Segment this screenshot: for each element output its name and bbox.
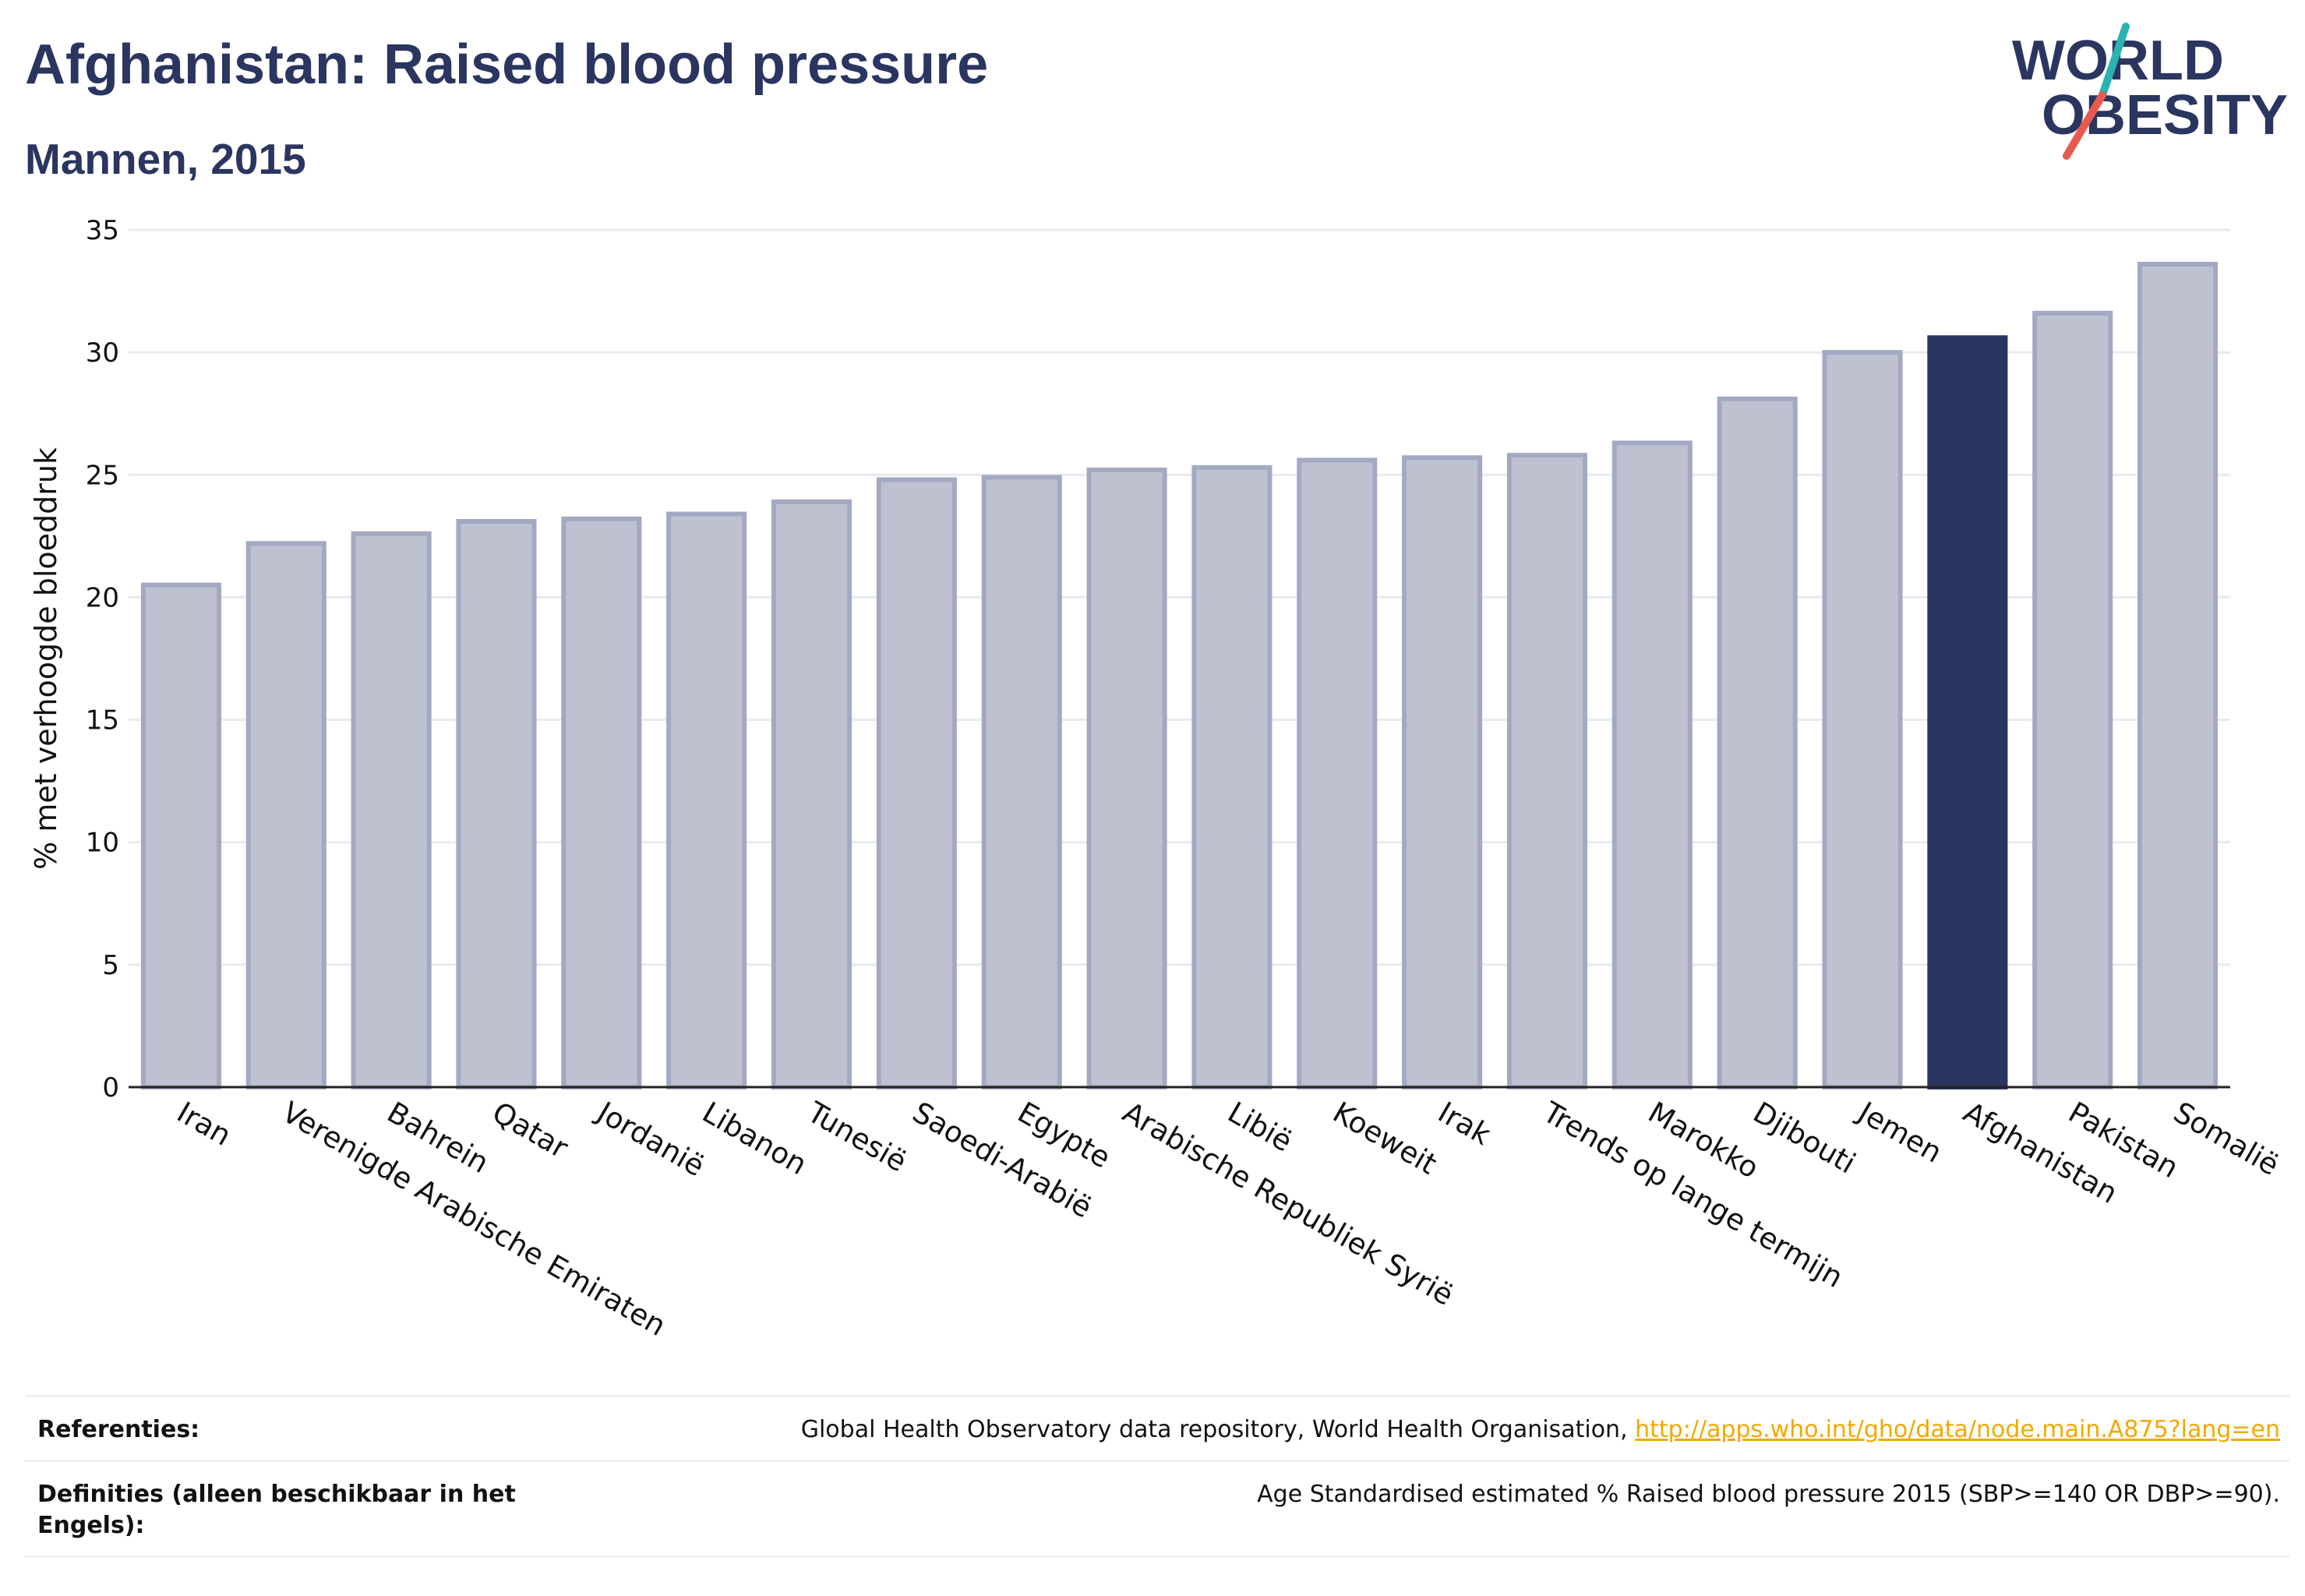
x-tick-label: Jordanië	[591, 1095, 711, 1184]
bar	[981, 475, 1062, 1089]
y-tick-label: 5	[102, 950, 119, 981]
bar	[456, 519, 537, 1089]
bar	[876, 477, 957, 1089]
bar	[771, 499, 852, 1089]
page-title: Afghanistan: Raised blood pressure	[25, 34, 989, 96]
y-tick-label: 0	[102, 1072, 119, 1103]
gridlines	[129, 228, 2230, 966]
bar	[1191, 464, 1273, 1089]
y-tick-label: 25	[86, 460, 119, 491]
definitions-row: Definities (alleen beschikbaar in het En…	[25, 1460, 2289, 1558]
bar	[245, 541, 327, 1089]
bar	[561, 516, 642, 1089]
x-tick-label: Qatar	[486, 1096, 574, 1166]
x-tick-label: Irak	[1432, 1096, 1497, 1153]
references-text: Global Health Observatory data repositor…	[800, 1416, 1636, 1443]
x-tick-label: Jemen	[1851, 1095, 1948, 1170]
definitions-label: Definities (alleen beschikbaar in het En…	[37, 1481, 516, 1539]
x-tick-label: Libië	[1222, 1096, 1297, 1159]
logo-slash-bottom	[2063, 91, 2106, 160]
bar	[1086, 468, 1167, 1089]
x-tick-label: Koeweit	[1327, 1096, 1442, 1181]
bar	[2137, 262, 2219, 1089]
bar	[1297, 457, 1378, 1089]
x-tick-label: Saoedi-Arabië	[907, 1096, 1098, 1225]
references-label: Referenties:	[37, 1416, 200, 1443]
bar	[2032, 310, 2113, 1090]
x-tick-label: Iran	[171, 1096, 237, 1153]
y-tick-label: 10	[86, 828, 119, 859]
bar	[351, 531, 432, 1089]
references-table: Referenties: Global Health Observatory d…	[25, 1395, 2289, 1558]
references-value: Global Health Observatory data repositor…	[801, 1414, 2280, 1446]
y-tick-label: 35	[86, 215, 119, 246]
x-tick-label: Somalië	[2168, 1096, 2285, 1182]
x-tick-label: Libanon	[697, 1096, 812, 1182]
bar	[1927, 335, 2008, 1089]
bars	[140, 262, 2219, 1090]
bar	[1717, 396, 1798, 1090]
bar	[1506, 453, 1588, 1089]
x-tick-label: Tunesië	[801, 1095, 912, 1178]
bar	[1822, 350, 1903, 1089]
y-tick-label: 20	[86, 582, 119, 613]
x-tick-label: Djibouti	[1748, 1096, 1862, 1181]
bar	[140, 582, 221, 1089]
logo-slash-top	[2099, 23, 2130, 99]
y-tick-label: 30	[86, 337, 119, 369]
y-axis-title: % met verhoogde bloeddruk	[29, 447, 63, 870]
bar	[666, 511, 747, 1089]
world-obesity-logo: WORLD OBESITY	[2012, 23, 2288, 160]
y-tick-label: 15	[86, 705, 119, 736]
bar	[1402, 455, 1483, 1089]
references-link[interactable]: http://apps.who.int/gho/data/node.main.A…	[1635, 1416, 2280, 1443]
definitions-value: Age Standardised estimated % Raised bloo…	[1257, 1481, 2280, 1508]
page-subtitle: Mannen, 2015	[25, 135, 306, 183]
references-row: Referenties: Global Health Observatory d…	[25, 1395, 2289, 1460]
bar	[1611, 440, 1693, 1089]
